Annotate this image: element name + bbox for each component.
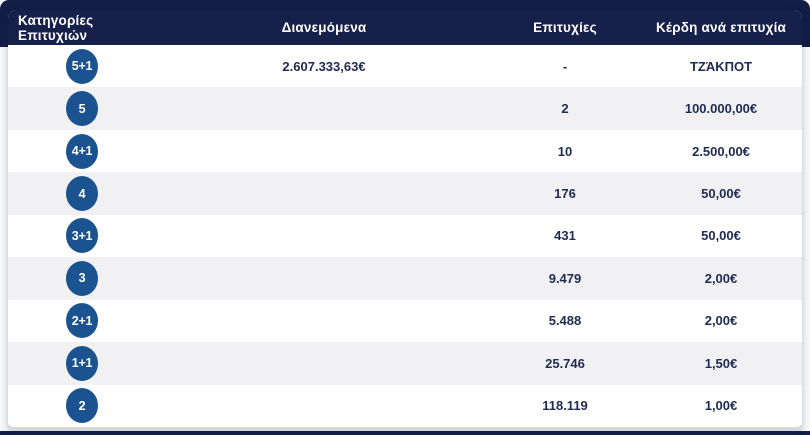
category-badge-label: 5+1	[71, 59, 93, 74]
category-badge-label: 5	[78, 101, 86, 116]
category-cell: 3	[8, 260, 158, 296]
prize-cell: 50,00€	[701, 186, 741, 202]
table-row: 5+1 2.607.333,63€ - ΤΖΆΚΠΟΤ	[8, 45, 802, 88]
category-badge-label: 4+1	[71, 144, 93, 159]
winnings-table-card: Κατηγορίες Επιτυχιών Διανεμόμενα Επιτυχί…	[8, 10, 802, 431]
table-row: 2 118.119 1,00€	[8, 384, 802, 427]
winners-cell: 9.479	[548, 270, 582, 286]
column-header-prize: Κέρδη ανά επιτυχία	[655, 20, 787, 35]
category-badge: 3+1	[66, 218, 98, 254]
distributed-cell: 2.607.333,63€	[282, 58, 366, 74]
category-badge: 2+1	[66, 303, 98, 339]
winners-cell: 5.488	[548, 313, 582, 329]
table-row: 3+1 431 50,00€	[8, 214, 802, 258]
category-cell: 4+1	[8, 133, 158, 169]
category-badge: 4	[66, 176, 98, 212]
prize-cell: 2,00€	[704, 313, 738, 329]
table-row: 4 176 50,00€	[8, 172, 802, 215]
column-header-categories: Κατηγορίες Επιτυχιών	[18, 12, 94, 43]
winners-cell: -	[562, 58, 568, 74]
prize-cell: 2,00€	[704, 270, 738, 286]
table-row: 4+1 10 2.500,00€	[8, 129, 802, 173]
table-row: 3 9.479 2,00€	[8, 257, 802, 300]
category-cell: 5	[8, 91, 158, 127]
category-badge: 1+1	[66, 345, 98, 381]
table-body: 5+1 2.607.333,63€ - ΤΖΆΚΠΟΤ 5 2 100.000,…	[8, 45, 802, 427]
winners-cell: 25.746	[545, 355, 585, 371]
category-badge-label: 3	[78, 271, 86, 286]
category-badge-label: 4	[78, 186, 86, 201]
category-cell: 5+1	[8, 48, 158, 84]
winners-cell: 118.119	[542, 398, 588, 414]
table-header-row: Κατηγορίες Επιτυχιών Διανεμόμενα Επιτυχί…	[8, 10, 802, 45]
category-badge: 5	[66, 91, 98, 127]
table-row: 1+1 25.746 1,50€	[8, 342, 802, 385]
prize-cell: 1,00€	[704, 398, 738, 414]
category-badge: 3	[66, 260, 98, 296]
prize-cell: ΤΖΆΚΠΟΤ	[689, 58, 753, 74]
winners-cell: 431	[554, 228, 576, 244]
winners-cell: 10	[557, 143, 573, 159]
category-cell: 4	[8, 176, 158, 212]
winners-cell: 2	[561, 101, 569, 117]
category-cell: 3+1	[8, 218, 158, 254]
prize-cell: 50,00€	[701, 228, 741, 244]
category-badge: 5+1	[66, 48, 98, 84]
category-badge: 4+1	[66, 133, 98, 169]
category-badge: 2	[66, 388, 98, 424]
category-cell: 2	[8, 388, 158, 424]
category-badge-label: 2+1	[71, 313, 93, 328]
prize-cell: 100.000,00€	[684, 101, 758, 117]
category-badge-label: 3+1	[71, 228, 93, 243]
category-badge-label: 1+1	[71, 356, 93, 371]
table-row: 5 2 100.000,00€	[8, 87, 802, 130]
category-cell: 2+1	[8, 303, 158, 339]
winners-cell: 176	[554, 186, 576, 202]
prize-cell: 1,50€	[704, 355, 738, 371]
column-header-distributed: Διανεμόμενα	[281, 20, 367, 35]
category-cell: 1+1	[8, 345, 158, 381]
bottom-navy-band	[0, 431, 810, 435]
prize-cell: 2.500,00€	[692, 143, 750, 159]
column-header-winners: Επιτυχίες	[533, 20, 597, 35]
category-badge-label: 2	[78, 398, 86, 413]
table-row: 2+1 5.488 2,00€	[8, 299, 802, 343]
